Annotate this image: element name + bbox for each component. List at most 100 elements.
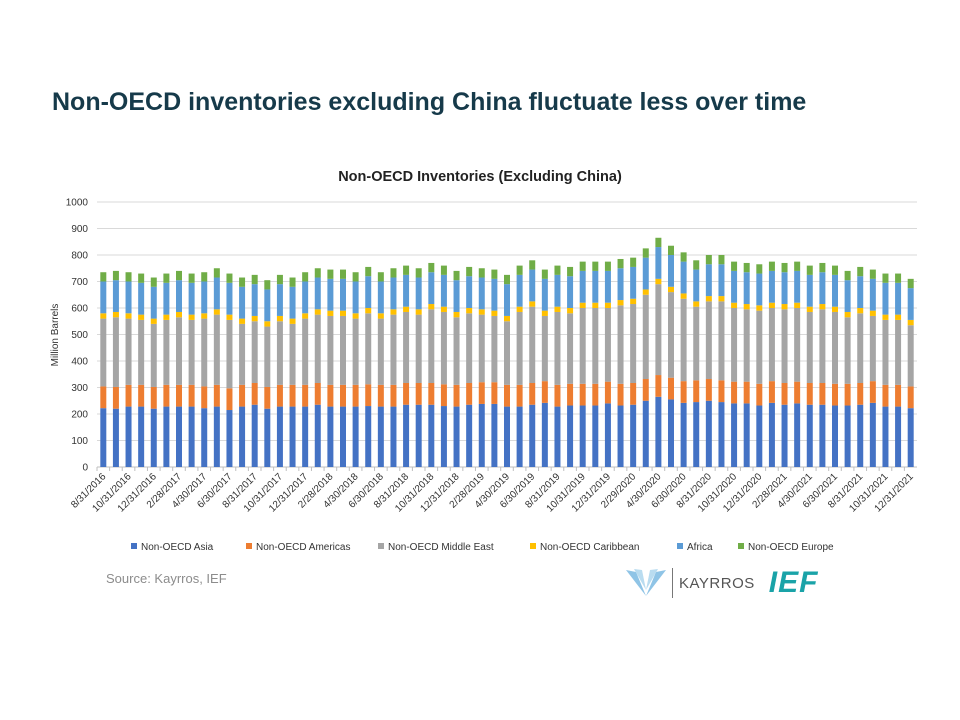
bar-stack-1/31/2021 bbox=[768, 261, 775, 467]
bar-segment-non-oecd-asia bbox=[201, 408, 208, 467]
y-tick-label: 900 bbox=[71, 224, 88, 235]
bar-stack-2/29/2020 bbox=[630, 257, 637, 467]
bar-stack-8/31/2017 bbox=[251, 274, 258, 467]
bar-segment-non-oecd-europe bbox=[806, 265, 813, 275]
bar-segment-non-oecd-middle-east bbox=[377, 318, 384, 385]
bar-segment-non-oecd-caribbean bbox=[251, 315, 258, 322]
bar-segment-non-oecd-americas bbox=[806, 382, 813, 405]
bar-segment-non-oecd-americas bbox=[756, 383, 763, 406]
bar-segment-non-oecd-europe bbox=[100, 272, 107, 282]
bar-segment-non-oecd-caribbean bbox=[201, 313, 208, 319]
bar-segment-non-oecd-caribbean bbox=[377, 313, 384, 319]
bar-segment-non-oecd-middle-east bbox=[239, 323, 246, 385]
bar-segment-non-oecd-asia bbox=[731, 403, 738, 467]
bar-segment-non-oecd-middle-east bbox=[478, 314, 485, 383]
bar-segment-africa bbox=[478, 277, 485, 310]
bar-segment-non-oecd-americas bbox=[491, 382, 498, 404]
bar-segment-non-oecd-europe bbox=[819, 262, 826, 273]
bar-segment-non-oecd-asia bbox=[579, 405, 586, 467]
bar-segment-africa bbox=[756, 273, 763, 306]
bar-segment-non-oecd-caribbean bbox=[768, 302, 775, 308]
bar-segment-africa bbox=[150, 286, 157, 319]
bar-segment-non-oecd-europe bbox=[554, 265, 561, 275]
bar-stack-3/31/2020 bbox=[642, 248, 649, 467]
bar-segment-non-oecd-caribbean bbox=[832, 306, 838, 312]
bar-stack-8/31/2020 bbox=[705, 255, 712, 467]
bar-segment-non-oecd-americas bbox=[100, 386, 107, 409]
bar-segment-non-oecd-caribbean bbox=[415, 309, 422, 315]
logo-divider bbox=[672, 568, 673, 598]
bar-segment-africa bbox=[768, 270, 775, 303]
bar-segment-non-oecd-americas bbox=[781, 382, 788, 405]
bar-segment-non-oecd-asia bbox=[352, 406, 359, 467]
legend-swatch bbox=[738, 543, 744, 549]
bar-segment-non-oecd-europe bbox=[693, 260, 700, 270]
bar-segment-non-oecd-americas bbox=[642, 379, 649, 401]
kayrros-wings-icon bbox=[626, 569, 666, 596]
bar-segment-africa bbox=[466, 276, 473, 308]
bar-stack-3/31/2017 bbox=[188, 273, 195, 467]
bar-segment-non-oecd-asia bbox=[718, 402, 725, 467]
bar-stack-9/30/2016 bbox=[112, 270, 119, 467]
bar-segment-africa bbox=[705, 264, 712, 297]
bar-segment-africa bbox=[276, 284, 283, 316]
bar-segment-non-oecd-middle-east bbox=[213, 314, 220, 385]
bar-segment-non-oecd-middle-east bbox=[592, 308, 599, 384]
bar-segment-non-oecd-americas bbox=[541, 381, 548, 403]
bar-segment-non-oecd-europe bbox=[150, 277, 157, 287]
bar-stack-7/31/2017 bbox=[239, 277, 246, 467]
bar-segment-non-oecd-europe bbox=[617, 258, 624, 269]
bar-segment-non-oecd-americas bbox=[705, 379, 712, 401]
bar-segment-non-oecd-asia bbox=[655, 396, 662, 467]
bar-segment-non-oecd-caribbean bbox=[453, 311, 460, 318]
legend-item: Non-OECD Middle East bbox=[378, 542, 494, 553]
bar-segment-non-oecd-middle-east bbox=[794, 308, 801, 382]
bar-segment-africa bbox=[541, 278, 548, 311]
bar-segment-non-oecd-asia bbox=[844, 405, 851, 467]
bar-segment-non-oecd-europe bbox=[340, 269, 346, 279]
legend: Non-OECD Asia Non-OECD Americas Non-OECD M… bbox=[131, 542, 834, 553]
bar-segment-africa bbox=[731, 270, 738, 303]
bar-segment-non-oecd-europe bbox=[642, 248, 649, 258]
bar-segment-non-oecd-americas bbox=[882, 384, 889, 407]
legend-swatch bbox=[530, 543, 536, 549]
bar-segment-non-oecd-middle-east bbox=[100, 318, 107, 387]
y-tick-label: 700 bbox=[71, 277, 88, 288]
bar-stack-4/30/2021 bbox=[806, 265, 813, 467]
bar-segment-africa bbox=[718, 264, 725, 297]
bar-stack-6/30/2021 bbox=[832, 265, 838, 467]
bar-segment-non-oecd-middle-east bbox=[352, 318, 359, 385]
bar-segment-africa bbox=[630, 266, 637, 299]
logos: KAYRROS IEF bbox=[624, 565, 818, 601]
bar-segment-africa bbox=[655, 247, 662, 279]
bar-segment-non-oecd-caribbean bbox=[718, 296, 725, 302]
bar-segment-africa bbox=[504, 284, 510, 316]
bar-segment-non-oecd-middle-east bbox=[403, 311, 410, 383]
bar-segment-non-oecd-asia bbox=[529, 404, 536, 467]
chart-title: Non-OECD Inventories (Excluding China) bbox=[338, 169, 622, 185]
bar-stack-11/30/2018 bbox=[440, 265, 447, 467]
bar-segment-africa bbox=[832, 274, 838, 307]
bar-segment-non-oecd-caribbean bbox=[680, 293, 687, 299]
bar-segment-non-oecd-caribbean bbox=[163, 314, 170, 320]
bar-segment-non-oecd-asia bbox=[756, 405, 763, 467]
bar-segment-non-oecd-europe bbox=[289, 277, 296, 287]
bar-segment-africa bbox=[428, 272, 435, 305]
bar-segment-non-oecd-caribbean bbox=[529, 301, 536, 307]
bar-segment-africa bbox=[604, 270, 611, 303]
bar-segment-africa bbox=[567, 276, 574, 308]
bar-segment-africa bbox=[844, 280, 851, 312]
bar-stack-6/30/2019 bbox=[529, 260, 536, 467]
bar-segment-non-oecd-europe bbox=[466, 266, 473, 277]
bar-segment-africa bbox=[112, 280, 119, 312]
bar-segment-non-oecd-europe bbox=[365, 266, 372, 277]
bar-segment-africa bbox=[289, 286, 296, 319]
x-tick-labels: 8/31/201610/31/201612/31/20162/28/20174/… bbox=[69, 471, 916, 514]
bar-segment-africa bbox=[440, 274, 447, 307]
bar-segment-non-oecd-americas bbox=[352, 384, 359, 407]
bar-segment-non-oecd-asia bbox=[176, 406, 182, 467]
bar-segment-non-oecd-americas bbox=[655, 375, 662, 397]
bar-segment-non-oecd-americas bbox=[403, 382, 410, 405]
bar-segment-africa bbox=[781, 272, 788, 305]
bar-segment-non-oecd-europe bbox=[176, 270, 182, 281]
